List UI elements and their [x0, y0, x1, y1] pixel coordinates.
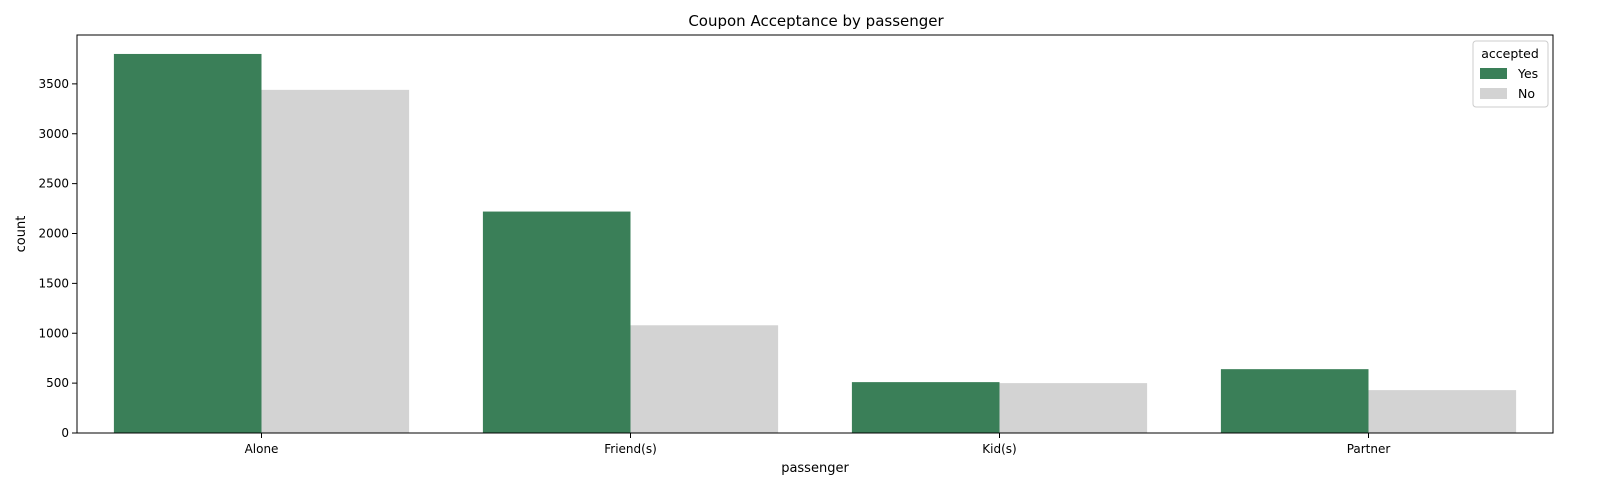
bar-friends-yes	[482, 211, 631, 433]
bar-alone-yes	[113, 53, 262, 433]
legend: accepted Yes No	[1472, 40, 1549, 108]
chart-title: Coupon Acceptance by passenger	[688, 12, 944, 30]
y-axis: 0 500 1000 1500 2000 2500 3000 3500	[38, 77, 77, 440]
y-tick-label: 500	[46, 376, 69, 390]
y-tick-label: 3000	[38, 127, 69, 141]
legend-swatch-yes	[1480, 68, 1507, 79]
legend-label-yes: Yes	[1517, 66, 1538, 81]
bar-partner-yes	[1220, 369, 1369, 433]
bar-partner-no	[1368, 390, 1517, 433]
y-tick-label: 3500	[38, 77, 69, 91]
y-tick-label: 2000	[38, 227, 69, 241]
x-tick-label: Kid(s)	[982, 442, 1016, 456]
bar-friends-no	[630, 325, 779, 433]
y-tick-label: 1500	[38, 276, 69, 290]
legend-items: Yes No	[1480, 66, 1538, 101]
plot-frame	[76, 34, 1554, 434]
bars-group	[113, 53, 1517, 433]
x-axis-label: passenger	[781, 461, 849, 476]
x-tick-label: Partner	[1347, 442, 1391, 456]
x-axis: Alone Friend(s) Kid(s) Partner	[245, 433, 1391, 456]
bar-kids-no	[999, 383, 1148, 433]
y-tick-label: 1000	[38, 326, 69, 340]
y-tick-label: 2500	[38, 177, 69, 191]
legend-label-no: No	[1518, 86, 1535, 101]
legend-title: accepted	[1481, 46, 1539, 61]
legend-swatch-no	[1480, 88, 1507, 99]
bar-kids-yes	[851, 382, 1000, 433]
y-tick-label: 0	[61, 426, 69, 440]
bar-alone-no	[261, 89, 410, 433]
x-tick-label: Alone	[245, 442, 279, 456]
y-axis-label: count	[14, 216, 29, 253]
x-tick-label: Friend(s)	[604, 442, 657, 456]
